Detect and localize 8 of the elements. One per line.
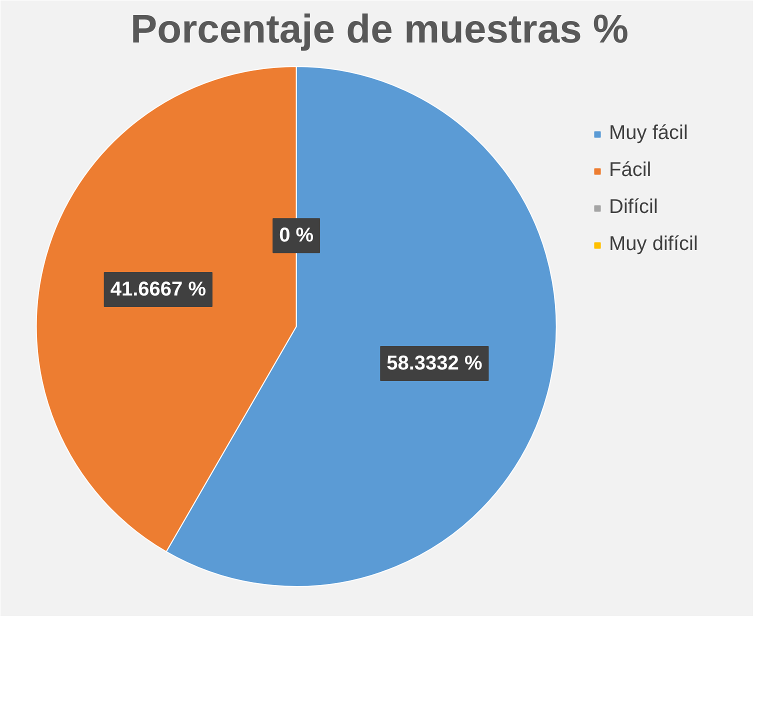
chart-title: Porcentaje de muestras % <box>130 8 629 52</box>
data-label: 41.6667 % <box>110 278 206 301</box>
text: 0 % <box>279 224 314 247</box>
legend-label: Fácil <box>609 159 652 182</box>
data-label: 58.3332 % <box>386 352 482 374</box>
legend-label: Muy difícil <box>609 233 698 256</box>
legend-label: Muy fácil <box>609 122 688 145</box>
legend-label: Difícil <box>609 196 658 219</box>
